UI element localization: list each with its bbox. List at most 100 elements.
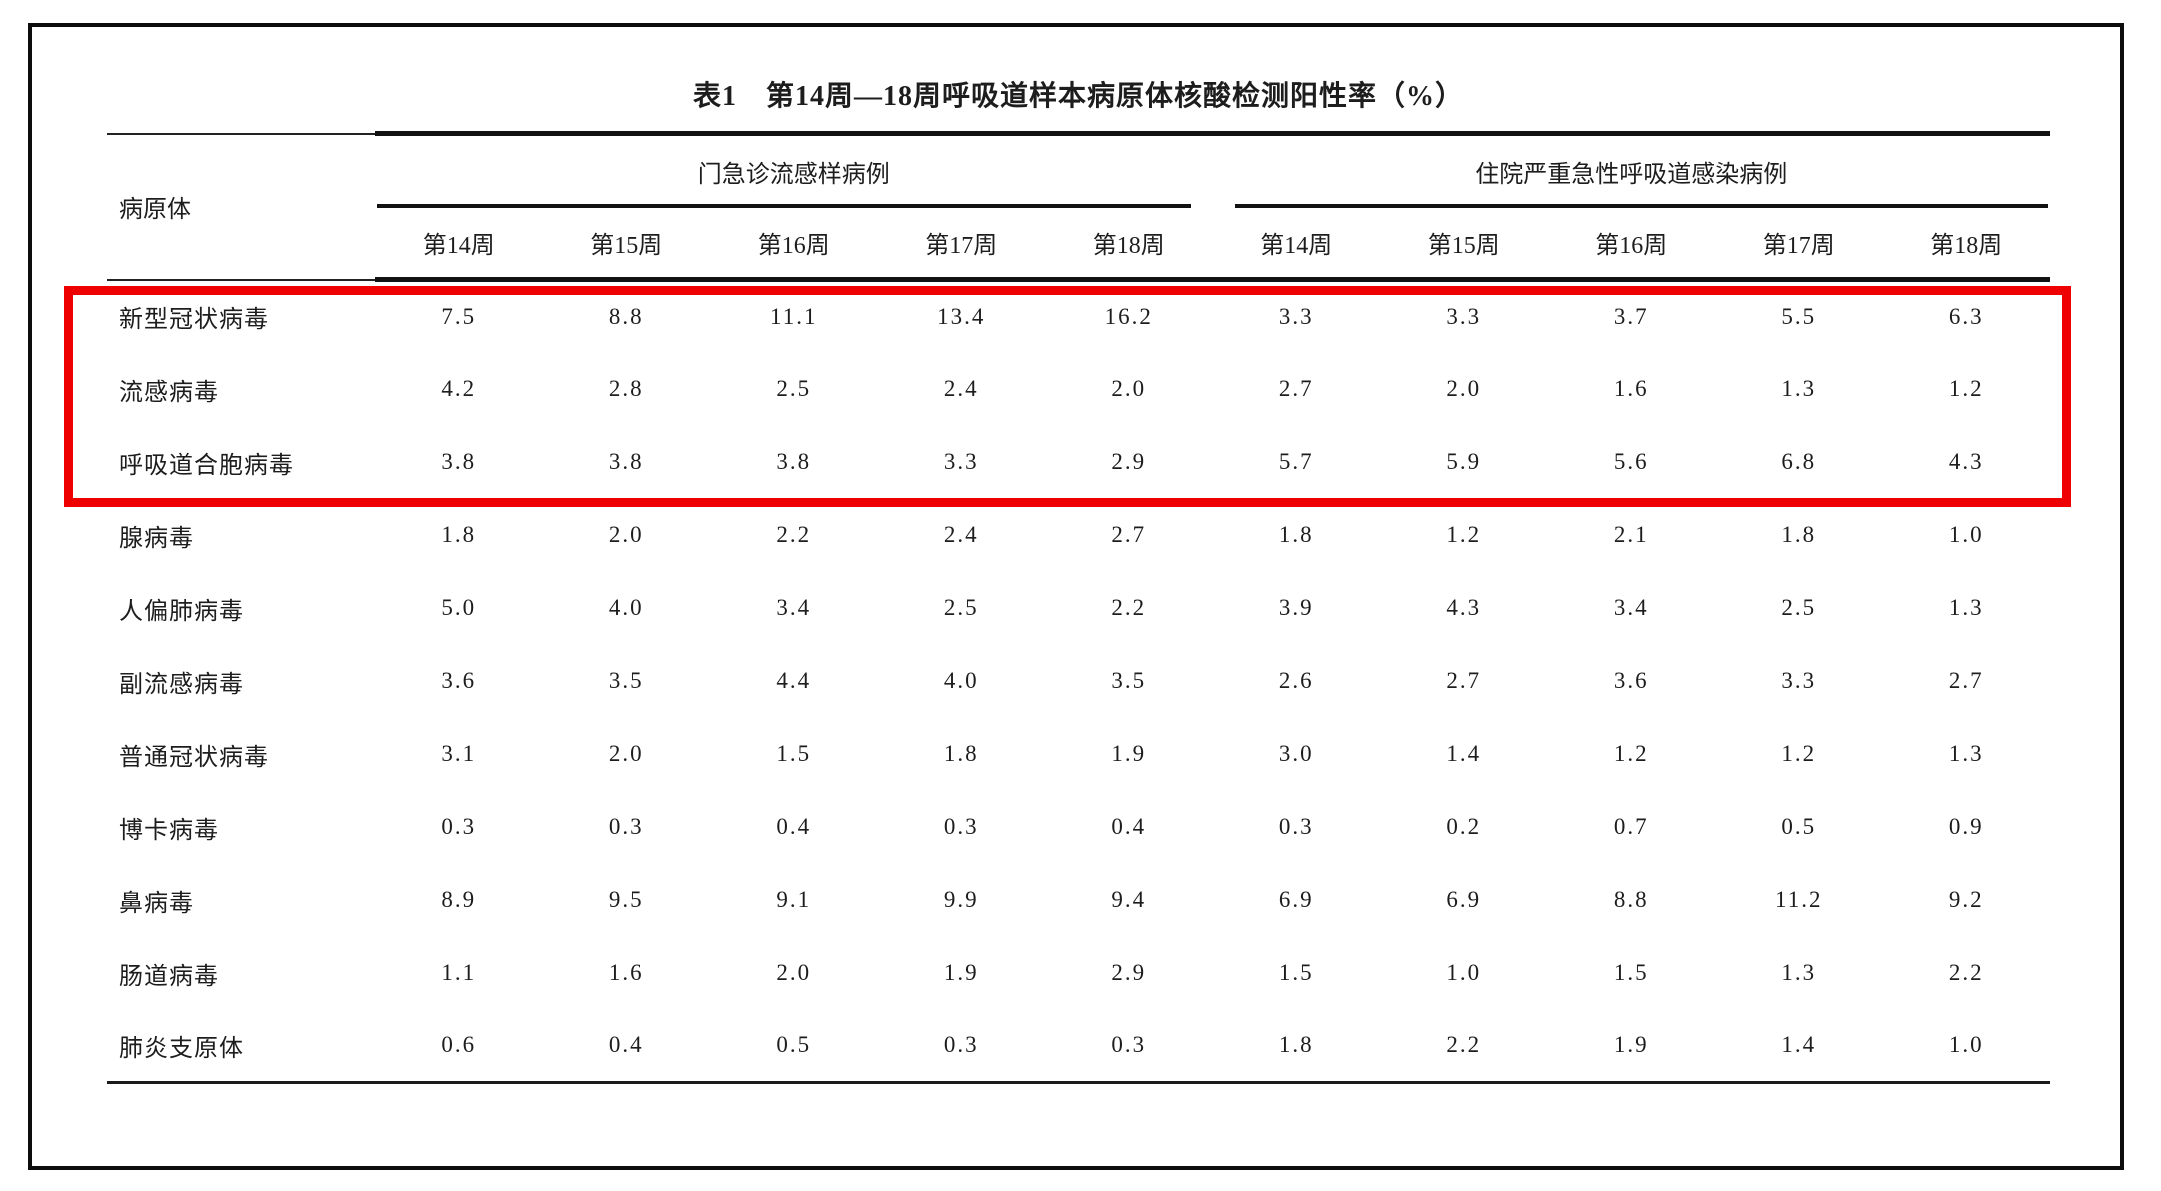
value-cell: 4.3	[1446, 595, 1482, 620]
value-cell: 8.8	[1613, 887, 1649, 912]
value-cell: 3.6	[1613, 668, 1649, 693]
value-cell: 3.7	[1613, 304, 1649, 330]
value-cell: 0.4	[776, 814, 812, 839]
value-cell: 2.2	[1948, 960, 1984, 985]
value-cell: 3.1	[441, 741, 477, 766]
table-row: 呼吸道合胞病毒 3.8 3.8 3.8 3.3 2.9 5.7 5.9 5.6 6.8 4.3	[107, 426, 2050, 499]
value-cell: 2.0	[608, 522, 644, 547]
inpatient-spanner-rule	[1234, 203, 2048, 208]
value-cell: 1.3	[1948, 741, 1984, 766]
group-header-inpatient-label: 住院严重急性呼吸道感染病例	[1475, 162, 1788, 189]
value-cell: 3.8	[441, 449, 477, 474]
value-cell: 1.9	[1547, 1009, 1715, 1084]
value-cell: 4.0	[943, 668, 979, 693]
value-cell: 2.5	[1781, 595, 1817, 620]
value-cell: 0.4	[542, 1009, 710, 1084]
pathogen-label: 腺病毒	[119, 525, 194, 552]
table-row: 腺病毒 1.8 2.0 2.2 2.4 2.7 1.8 1.2 2.1 1.8 1.0	[107, 499, 2050, 572]
week-header-g1-1: 第14周	[375, 207, 543, 282]
value-cell: 1.2	[1781, 741, 1817, 766]
pathogen-label: 副流感病毒	[119, 671, 244, 698]
value-cell: 3.4	[776, 595, 812, 620]
pathogen-column-header: 病原体	[107, 132, 375, 281]
value-cell: 4.3	[1948, 449, 1984, 474]
value-cell: 6.9	[1278, 887, 1314, 912]
value-cell: 5.6	[1613, 449, 1649, 474]
value-cell: 9.5	[608, 887, 644, 912]
table-body: 新型冠状病毒 7.5 8.8 11.1 13.4 16.2 3.3 3.3 3.7 5.5 6.3 流…	[107, 280, 2050, 1084]
value-cell: 3.8	[608, 449, 644, 474]
value-cell: 5.7	[1278, 449, 1314, 474]
value-cell: 7.5	[441, 304, 477, 330]
value-cell: 1.6	[608, 960, 644, 985]
group-header-outpatient-label: 门急诊流感样病例	[697, 162, 890, 189]
value-cell: 6.8	[1781, 449, 1817, 474]
value-cell: 0.7	[1613, 814, 1649, 839]
week-header-row: 第14周 第15周 第16周 第17周 第18周 第14周 第15周 第16周 第17周 第18周	[107, 207, 2050, 282]
value-cell: 0.3	[1278, 814, 1314, 839]
value-cell: 16.2	[1104, 304, 1153, 330]
value-cell: 0.5	[710, 1009, 878, 1084]
value-cell: 11.1	[770, 304, 818, 330]
table-row: 副流感病毒 3.6 3.5 4.4 4.0 3.5 2.6 2.7 3.6 3.3 2.7	[107, 645, 2050, 718]
value-cell: 0.5	[1781, 814, 1817, 839]
value-cell: 2.5	[776, 376, 812, 401]
value-cell: 3.0	[1278, 741, 1314, 766]
value-cell: 1.3	[1781, 376, 1817, 401]
value-cell: 2.0	[608, 741, 644, 766]
value-cell: 0.3	[1045, 1009, 1213, 1084]
value-cell: 9.1	[776, 887, 812, 912]
value-cell: 3.4	[1613, 595, 1649, 620]
value-cell: 2.2	[1380, 1009, 1548, 1084]
group-header-outpatient: 门急诊流感样病例	[375, 131, 1213, 208]
value-cell: 1.5	[1278, 960, 1314, 985]
pathogen-label: 人偏肺病毒	[119, 598, 244, 625]
value-cell: 1.8	[943, 741, 979, 766]
value-cell: 13.4	[937, 304, 986, 330]
value-cell: 1.4	[1446, 741, 1482, 766]
value-cell: 2.4	[943, 376, 979, 401]
value-cell: 1.4	[1715, 1009, 1883, 1084]
value-cell: 2.0	[776, 960, 812, 985]
value-cell: 2.4	[943, 522, 979, 547]
value-cell: 5.9	[1446, 449, 1482, 474]
value-cell: 0.3	[608, 814, 644, 839]
value-cell: 2.0	[1111, 376, 1147, 401]
value-cell: 4.2	[441, 376, 477, 401]
value-cell: 1.8	[1278, 522, 1314, 547]
value-cell: 2.7	[1446, 668, 1482, 693]
week-header-g1-3: 第16周	[710, 207, 878, 282]
value-cell: 11.2	[1775, 887, 1823, 912]
week-header-g2-4: 第17周	[1715, 207, 1883, 282]
value-cell: 3.5	[608, 668, 644, 693]
table-row: 人偏肺病毒 5.0 4.0 3.4 2.5 2.2 3.9 4.3 3.4 2.5 1.3	[107, 572, 2050, 645]
value-cell: 2.2	[776, 522, 812, 547]
value-cell: 1.0	[1446, 960, 1482, 985]
value-cell: 1.0	[1948, 522, 1984, 547]
group-header-inpatient: 住院严重急性呼吸道感染病例	[1212, 131, 2050, 208]
value-cell: 3.3	[943, 449, 979, 474]
value-cell: 3.6	[441, 668, 477, 693]
value-cell: 3.9	[1278, 595, 1314, 620]
value-cell: 2.8	[608, 376, 644, 401]
value-cell: 1.5	[776, 741, 812, 766]
value-cell: 2.9	[1111, 449, 1147, 474]
value-cell: 3.8	[776, 449, 812, 474]
value-cell: 2.1	[1613, 522, 1649, 547]
table-title: 表1 第14周—18周呼吸道样本病原体核酸检测阳性率（%）	[692, 81, 1464, 112]
week-header-g1-4: 第17周	[877, 207, 1045, 282]
value-cell: 2.0	[1446, 376, 1482, 401]
value-cell: 4.0	[608, 595, 644, 620]
value-cell: 3.5	[1111, 668, 1147, 693]
value-cell: 1.6	[1613, 376, 1649, 401]
value-cell: 1.8	[441, 522, 477, 547]
value-cell: 1.9	[1111, 741, 1147, 766]
value-cell: 2.7	[1948, 668, 1984, 693]
group-header-row: 病原体 门急诊流感样病例 住院严重急性呼吸道感染病例	[107, 131, 2050, 281]
value-cell: 2.5	[943, 595, 979, 620]
value-cell: 1.3	[1781, 960, 1817, 985]
positivity-rate-table: 病原体 门急诊流感样病例 住院严重急性呼吸道感染病例 第14周 第15周 第16周第…	[107, 131, 2050, 1084]
value-cell: 3.3	[1278, 304, 1314, 330]
pathogen-label: 呼吸道合胞病毒	[119, 452, 294, 479]
pathogen-label: 普通冠状病毒	[119, 744, 269, 771]
